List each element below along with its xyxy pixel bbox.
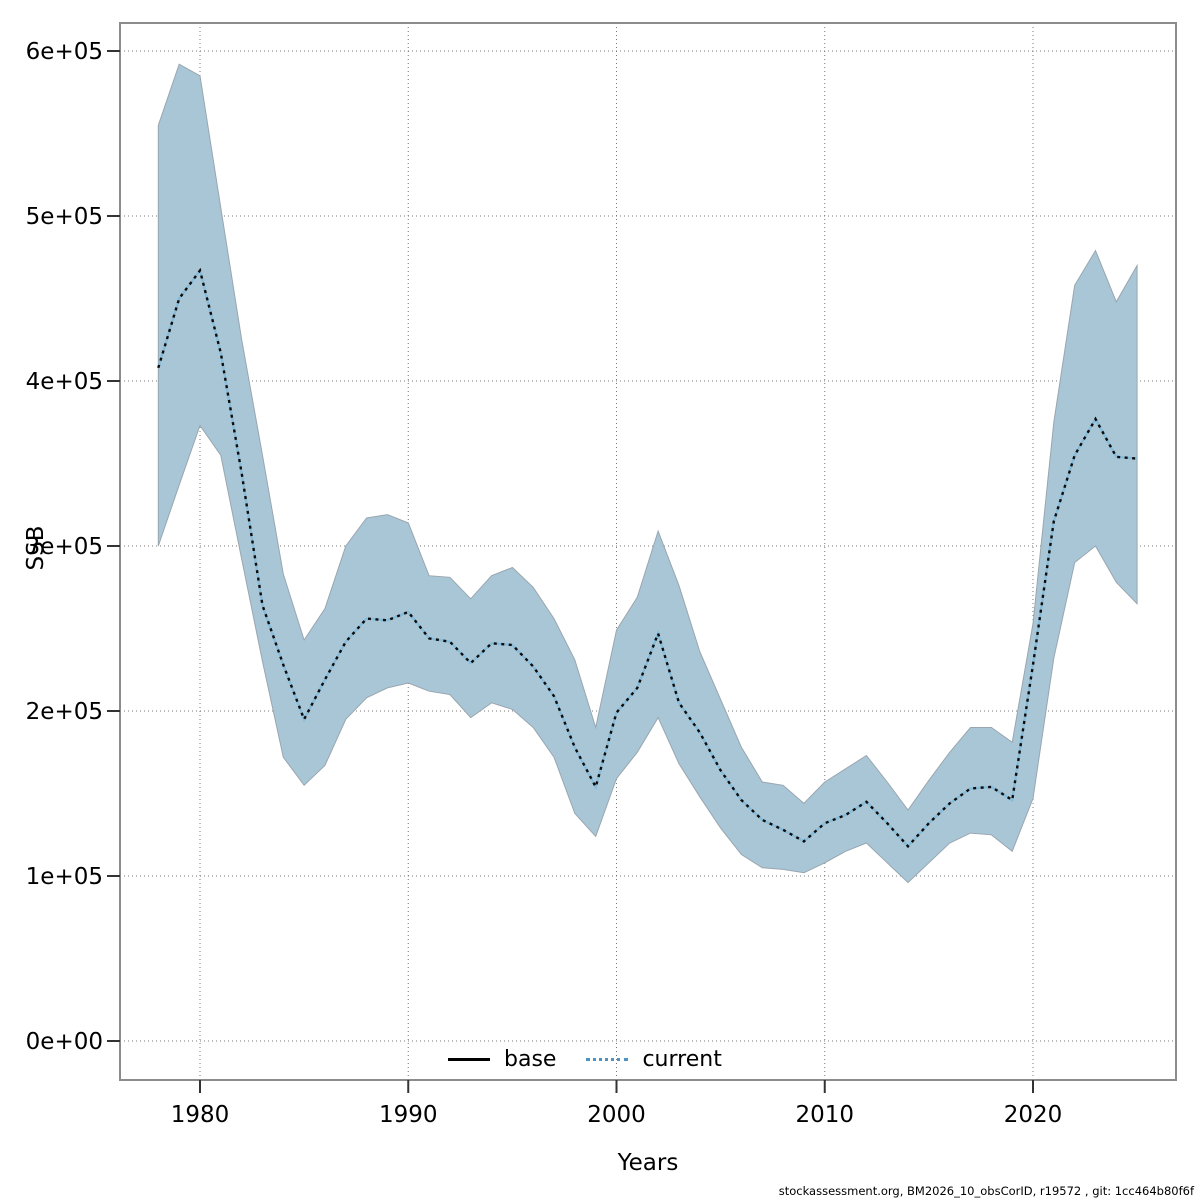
legend-label-current: current — [642, 1046, 722, 1072]
current-line-sample-icon — [586, 1057, 629, 1061]
legend-item-base: base — [448, 1047, 556, 1072]
confidence-band — [157, 63, 1138, 884]
x-tick-label: 1980 — [171, 1102, 230, 1128]
base-line-sample-icon — [448, 1057, 490, 1061]
y-tick-label: 0e+00 — [26, 1029, 103, 1055]
legend: base current — [448, 1044, 722, 1074]
x-tick-label: 2020 — [1004, 1102, 1063, 1128]
y-tick-label: 2e+05 — [26, 699, 103, 725]
legend-label-base: base — [504, 1046, 557, 1072]
watermark-text: stockassessment.org, BM2026_10_obsCorID,… — [778, 1184, 1194, 1198]
y-tick-label: 6e+05 — [26, 39, 103, 65]
y-tick-label: 3e+05 — [26, 534, 103, 560]
legend-item-current: current — [586, 1046, 722, 1072]
y-tick-label: 5e+05 — [26, 204, 103, 230]
y-tick-label: 4e+05 — [26, 369, 103, 395]
x-tick-label: 1990 — [379, 1102, 438, 1128]
plot-border — [119, 22, 1177, 1081]
gridlines — [120, 23, 1176, 1080]
x-axis-title: Years — [617, 1150, 679, 1176]
x-tick-label: 2010 — [795, 1102, 854, 1128]
x-tick-label: 2000 — [587, 1102, 646, 1128]
axes: 1980 1990 2000 2010 2020 0e+00 1e+05 2e+05 3e+05… — [26, 39, 1063, 1128]
y-tick-label: 1e+05 — [26, 864, 103, 890]
y-axis-title: SSB — [23, 525, 49, 571]
current-line — [157, 267, 1138, 849]
